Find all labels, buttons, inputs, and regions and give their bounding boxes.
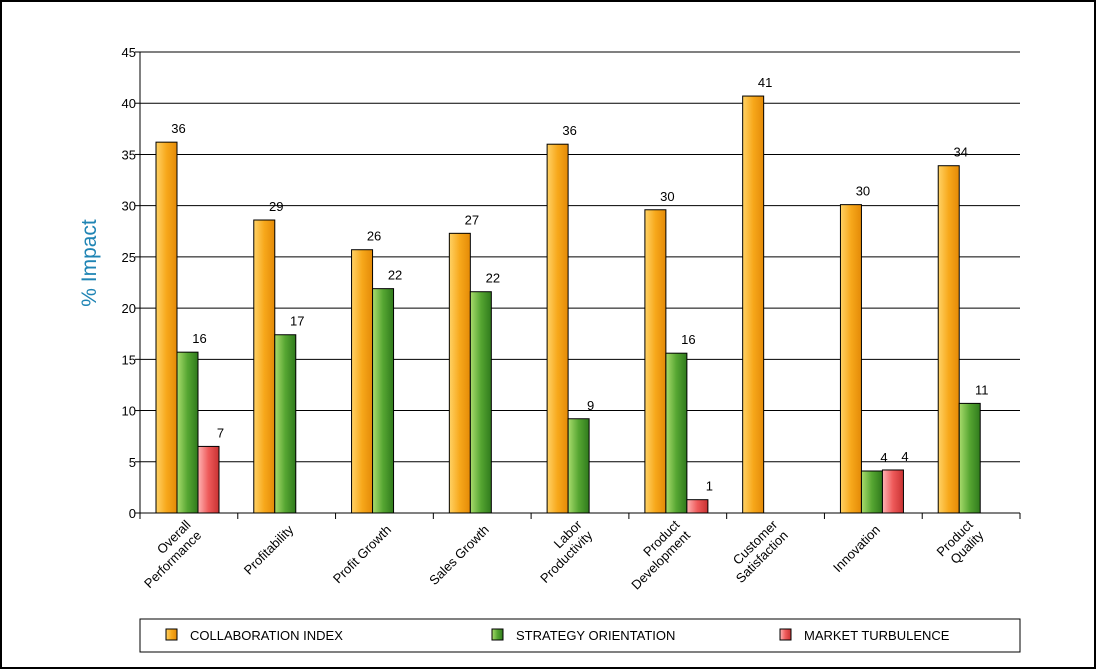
data-label: 30 bbox=[660, 189, 674, 204]
data-label: 17 bbox=[290, 314, 304, 329]
data-label: 27 bbox=[465, 212, 479, 227]
data-label: 22 bbox=[388, 268, 402, 283]
bar bbox=[839, 204, 862, 514]
bar bbox=[274, 334, 297, 514]
bar bbox=[351, 249, 374, 514]
x-category-label: Profit Growth bbox=[330, 522, 394, 586]
bar bbox=[372, 288, 395, 514]
bar bbox=[742, 95, 765, 514]
data-label: 29 bbox=[269, 199, 283, 214]
labels-layer: 36 16 7 29 17 26 22 27 22 36 9 30 16 1 41 30 4 4 34 11 bbox=[171, 75, 988, 494]
data-label: 4 bbox=[901, 449, 908, 464]
data-label: 36 bbox=[562, 123, 576, 138]
legend-label: STRATEGY ORIENTATION bbox=[516, 628, 675, 643]
x-category-label-line: Profit Growth bbox=[330, 522, 394, 586]
x-category-label: Profitability bbox=[241, 522, 297, 578]
bar bbox=[176, 351, 199, 514]
legend: COLLABORATION INDEX STRATEGY ORIENTATION M… bbox=[139, 618, 1021, 653]
y-tick-label: 5 bbox=[129, 455, 136, 470]
y-tick-label: 15 bbox=[122, 352, 136, 367]
bar bbox=[958, 402, 981, 514]
legend-label: MARKET TURBULENCE bbox=[804, 628, 950, 643]
bar bbox=[253, 219, 276, 514]
x-category-label-line: Innovation bbox=[830, 522, 883, 575]
bar bbox=[448, 232, 471, 514]
bar bbox=[686, 499, 709, 514]
data-label: 9 bbox=[587, 398, 594, 413]
data-label: 4 bbox=[880, 450, 887, 465]
y-tick-label: 25 bbox=[122, 250, 136, 265]
data-label: 1 bbox=[706, 479, 713, 494]
data-label: 16 bbox=[681, 332, 695, 347]
y-tick-label: 40 bbox=[122, 96, 136, 111]
data-label: 36 bbox=[171, 121, 185, 136]
data-label: 16 bbox=[192, 331, 206, 346]
bars-layer bbox=[155, 95, 981, 514]
bar bbox=[469, 291, 492, 514]
x-category-label-line: Sales Growth bbox=[426, 522, 492, 588]
legend-box bbox=[139, 618, 1021, 653]
data-label: 22 bbox=[486, 271, 500, 286]
bar bbox=[155, 141, 178, 514]
data-label: 34 bbox=[953, 145, 967, 160]
y-tick-label: 10 bbox=[122, 404, 136, 419]
legend-swatch bbox=[779, 628, 792, 641]
bar bbox=[644, 209, 667, 514]
legend-swatch bbox=[165, 628, 178, 641]
y-tick-label: 35 bbox=[122, 147, 136, 162]
x-category-label: Sales Growth bbox=[426, 522, 492, 588]
bar bbox=[665, 352, 688, 514]
data-label: 41 bbox=[758, 75, 772, 90]
legend-label: COLLABORATION INDEX bbox=[190, 628, 343, 643]
data-label: 11 bbox=[975, 382, 989, 397]
bar bbox=[937, 165, 960, 514]
y-tick-label: 30 bbox=[122, 199, 136, 214]
x-category-label: Innovation bbox=[830, 522, 883, 575]
bar bbox=[546, 143, 569, 514]
legend-swatch bbox=[491, 628, 504, 641]
data-label: 30 bbox=[856, 184, 870, 199]
bar bbox=[197, 445, 220, 514]
bar bbox=[881, 469, 904, 514]
x-category-label-line: Profitability bbox=[241, 522, 297, 578]
data-label: 7 bbox=[217, 425, 224, 440]
bar bbox=[860, 470, 883, 514]
y-tick-label: 45 bbox=[122, 45, 136, 60]
y-tick-label: 20 bbox=[122, 301, 136, 316]
y-axis-label: % Impact bbox=[78, 219, 101, 307]
y-tick-label: 0 bbox=[129, 506, 136, 521]
data-label: 26 bbox=[367, 229, 381, 244]
bar bbox=[567, 418, 590, 514]
